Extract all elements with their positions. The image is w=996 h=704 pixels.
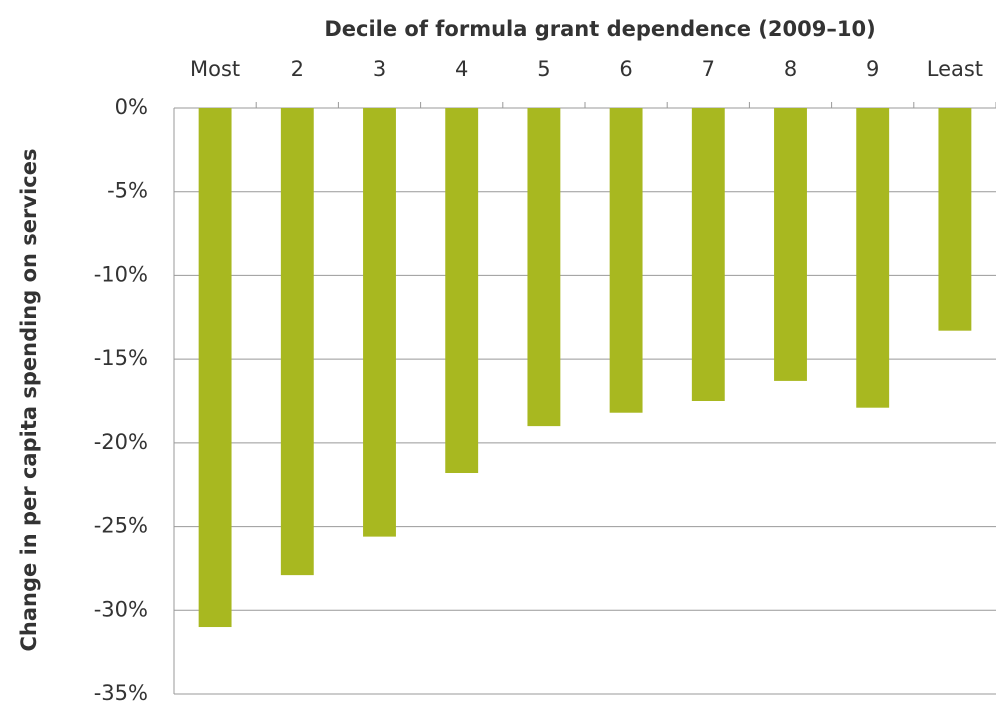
y-tick-label: 0% <box>115 95 148 119</box>
x-tick-label: 7 <box>702 57 715 81</box>
bar <box>856 108 890 408</box>
y-tick-label: -35% <box>94 681 148 704</box>
x-tick-label: Least <box>927 57 983 81</box>
y-axis-title: Change in per capita spending on service… <box>17 149 41 652</box>
bar <box>445 108 479 473</box>
x-axis-title: Decile of formula grant dependence (2009… <box>324 17 875 41</box>
x-tick-label: 9 <box>866 57 879 81</box>
bar <box>527 108 561 427</box>
x-tick-label: 8 <box>784 57 797 81</box>
x-tick-label: 6 <box>619 57 632 81</box>
bar <box>198 108 232 628</box>
y-tick-label: -10% <box>94 262 148 286</box>
bar <box>938 108 972 331</box>
y-tick-label: -15% <box>94 346 148 370</box>
y-tick-label: -5% <box>107 179 148 203</box>
x-tick-label: 3 <box>373 57 386 81</box>
bar <box>774 108 807 381</box>
y-tick-label: -25% <box>94 514 148 538</box>
x-tick-label: Most <box>190 57 240 81</box>
bar <box>363 108 396 537</box>
y-tick-label: -20% <box>94 430 148 454</box>
bar <box>280 108 314 576</box>
y-tick-label: -30% <box>94 597 148 621</box>
bar <box>691 108 725 401</box>
bar <box>609 108 643 413</box>
x-tick-label: 5 <box>537 57 550 81</box>
x-tick-label: 2 <box>291 57 304 81</box>
x-tick-label: 4 <box>455 57 468 81</box>
